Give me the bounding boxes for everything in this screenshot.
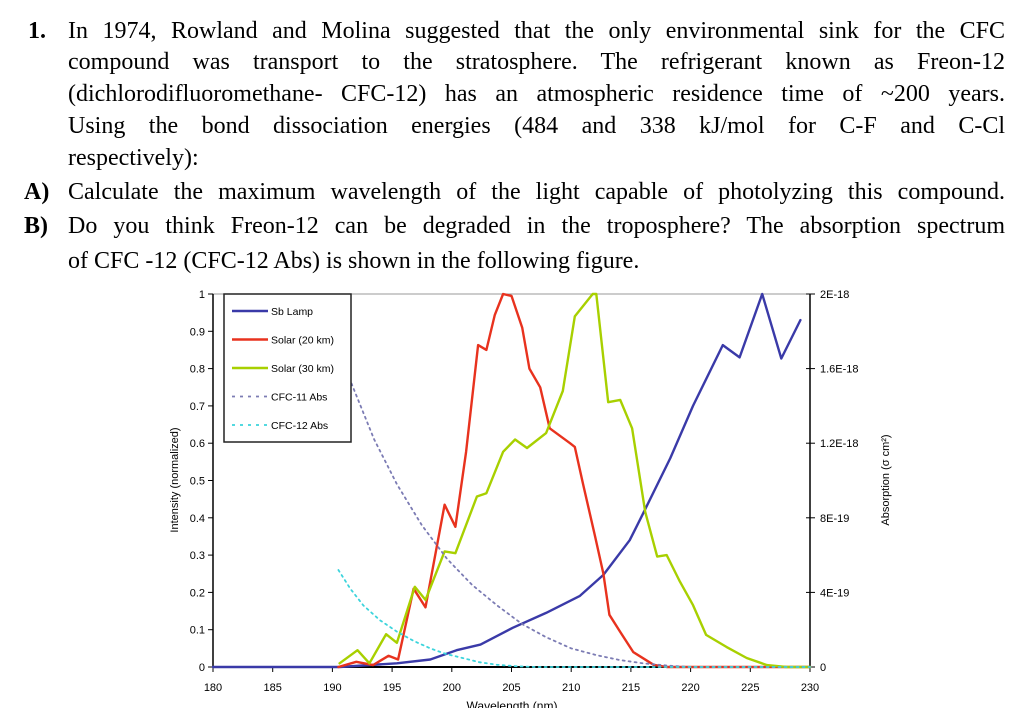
y-tick-label: 0.6 bbox=[190, 438, 205, 450]
y-tick-label: 0.4 bbox=[190, 513, 205, 525]
y-tick-label: 1 bbox=[199, 289, 205, 301]
legend-label: CFC-12 Abs bbox=[271, 420, 328, 432]
x-tick-label: 225 bbox=[741, 682, 759, 694]
intro-line: Using the bond dissociation energies (48… bbox=[68, 113, 1005, 139]
legend-label: Solar (20 km) bbox=[271, 335, 334, 347]
y2-tick-label: 1.2E-18 bbox=[820, 438, 859, 450]
y-tick-label: 0.9 bbox=[190, 326, 205, 338]
chart-legend: Sb Lamp Solar (20 km) Solar (30 km) CFC-11 … bbox=[223, 293, 352, 443]
x-tick-label: 190 bbox=[323, 682, 341, 694]
y-tick-label: 0 bbox=[199, 662, 205, 674]
y2-tick-label: 1.6E-18 bbox=[820, 364, 859, 376]
x-tick-label: 185 bbox=[264, 682, 282, 694]
series-line-cfc-11-abs bbox=[350, 382, 811, 668]
y-tick-label: 0.5 bbox=[190, 476, 205, 488]
series-line-solar-30-km bbox=[338, 292, 812, 669]
x-tick-label: 210 bbox=[562, 682, 580, 694]
part-b-text: Do you think Freon-12 can be degraded in… bbox=[68, 213, 1005, 239]
intro-line: compound was transport to the stratosphe… bbox=[68, 49, 1005, 75]
x-tick-label: 180 bbox=[204, 682, 222, 694]
part-b-label: B) bbox=[24, 213, 48, 239]
y2-tick-label: 8E-19 bbox=[820, 513, 849, 525]
series-line-sb-lamp bbox=[211, 292, 802, 669]
y-tick-label: 0.8 bbox=[190, 364, 205, 376]
part-a-text: Calculate the maximum wavelength of the … bbox=[68, 179, 1005, 205]
x-tick-label: 205 bbox=[502, 682, 520, 694]
x-tick-label: 215 bbox=[622, 682, 640, 694]
series-line-solar-20-km bbox=[337, 292, 812, 669]
y2-tick-label: 4E-19 bbox=[820, 587, 849, 599]
legend-label: Solar (30 km) bbox=[271, 363, 334, 375]
x-axis-label: Wavelength (nm) bbox=[467, 699, 558, 708]
legend-label: CFC-11 Abs bbox=[271, 392, 327, 404]
part-a-label: A) bbox=[24, 179, 50, 205]
x-tick-label: 200 bbox=[443, 682, 461, 694]
series-line-cfc-12-abs bbox=[337, 569, 811, 668]
legend-label: Sb Lamp bbox=[271, 306, 313, 318]
y-tick-label: 0.1 bbox=[190, 625, 205, 637]
chart-series bbox=[211, 292, 812, 669]
y-tick-label: 0.2 bbox=[190, 587, 205, 599]
x-tick-label: 195 bbox=[383, 682, 401, 694]
y-axis-label: Intensity (normalized) bbox=[169, 427, 181, 532]
y-tick-label: 0.3 bbox=[190, 550, 205, 562]
y2-axis-label: Absorption (σ cm²) bbox=[880, 434, 892, 525]
y-tick-label: 0.7 bbox=[190, 401, 205, 413]
y2-tick-label: 2E-18 bbox=[820, 289, 849, 301]
part-b-text: of CFC -12 (CFC-12 Abs) is shown in the … bbox=[68, 248, 640, 274]
intro-line: (dichlorodifluoromethane- CFC-12) has an… bbox=[68, 81, 1005, 107]
intro-line: respectively): bbox=[68, 145, 199, 171]
question-number: 1. bbox=[28, 18, 46, 44]
intro-line: In 1974, Rowland and Molina suggested th… bbox=[68, 18, 1005, 44]
x-tick-label: 220 bbox=[681, 682, 699, 694]
y2-tick-label: 0 bbox=[820, 662, 826, 674]
x-tick-label: 230 bbox=[801, 682, 819, 694]
